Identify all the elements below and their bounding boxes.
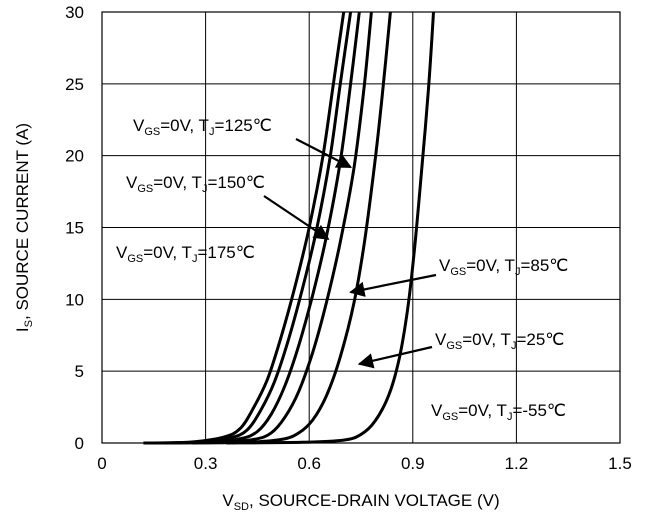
y-axis-label: IS, SOURCE CURRENT (A) (13, 123, 35, 332)
series-line-4 (191, 11, 392, 445)
plot-frame (101, 11, 621, 444)
annotation-arrow (357, 345, 433, 369)
annotation-150: VGS=0V, TJ=150℃ (126, 173, 330, 240)
annotations: VGS=0V, TJ=125℃ VGS=0V, TJ=150℃ VGS=0V, TJ… (116, 116, 568, 423)
x-tick-label: 0.6 (297, 454, 321, 473)
y-tick-label: 0 (75, 434, 84, 453)
annotation-label: VGS=0V, TJ=25℃ (435, 330, 564, 352)
series-line-3 (171, 11, 373, 445)
y-tick-label: 25 (65, 75, 84, 94)
curves (143, 11, 435, 445)
annotation-175: VGS=0V, TJ=175℃ (116, 243, 255, 265)
y-tick-label: 15 (65, 219, 84, 238)
y-tick-label: 10 (65, 290, 84, 309)
annotation-125: VGS=0V, TJ=125℃ (133, 116, 353, 169)
y-tick-label: 30 (65, 3, 84, 22)
x-axis-label: VSD, SOURCE-DRAIN VOLTAGE (V) (222, 491, 499, 513)
tick-labels: 0 0.3 0.6 0.9 1.2 1.5 0 5 10 15 20 25 30 (65, 3, 632, 473)
x-tick-label: 0.3 (194, 454, 218, 473)
y-tick-label: 20 (65, 147, 84, 166)
series-line-1 (150, 11, 353, 445)
x-tick-label: 0 (97, 454, 106, 473)
x-tick-label: 1.5 (608, 454, 632, 473)
series-line-5 (226, 11, 435, 445)
annotation-label: VGS=0V, TJ=125℃ (133, 116, 272, 138)
annotation-label: VGS=0V, TJ=150℃ (126, 173, 265, 195)
grid (102, 12, 620, 443)
annotation-label: VGS=0V, TJ=85℃ (439, 256, 568, 278)
annotation-arrow (263, 195, 330, 240)
annotation-label: VGS=0V, TJ=-55℃ (431, 401, 566, 423)
annotation-25: VGS=0V, TJ=25℃ (357, 330, 564, 369)
annotation-label: VGS=0V, TJ=175℃ (116, 243, 255, 265)
series-line-2 (157, 11, 361, 445)
annotation-arrow (295, 138, 353, 169)
y-tick-label: 5 (75, 362, 84, 381)
x-tick-label: 0.9 (401, 454, 425, 473)
annotation-85: VGS=0V, TJ=85℃ (349, 256, 568, 297)
annotation-arrow (349, 273, 437, 297)
series-line-0 (143, 11, 346, 445)
annotation--55: VGS=0V, TJ=-55℃ (431, 401, 566, 423)
x-tick-label: 1.2 (505, 454, 529, 473)
